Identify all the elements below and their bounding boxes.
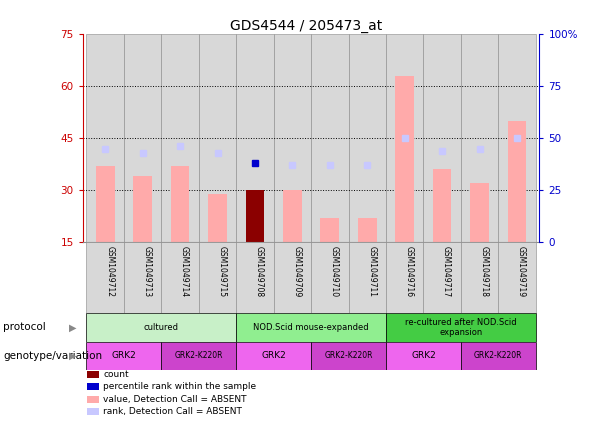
Bar (133, 176, 152, 242)
Text: GSM1049708: GSM1049708 (255, 246, 264, 297)
Bar (424, 242, 461, 313)
Text: GSM1049714: GSM1049714 (180, 246, 189, 297)
Bar (386, 313, 536, 341)
Bar (508, 121, 527, 242)
Text: GRK2: GRK2 (261, 351, 286, 360)
Text: percentile rank within the sample: percentile rank within the sample (104, 382, 256, 391)
Text: value, Detection Call = ABSENT: value, Detection Call = ABSENT (104, 395, 247, 404)
Bar (161, 242, 199, 313)
Bar (96, 166, 115, 242)
Bar (424, 34, 461, 242)
Bar (208, 194, 227, 242)
Text: GRK2-K220R: GRK2-K220R (175, 351, 223, 360)
Bar (87, 371, 99, 378)
Bar (321, 218, 339, 242)
Bar (358, 218, 376, 242)
Bar (273, 242, 311, 313)
Bar (199, 34, 236, 242)
Text: GSM1049715: GSM1049715 (218, 246, 227, 297)
Bar (236, 341, 311, 370)
Text: ▶: ▶ (69, 351, 77, 361)
Bar (199, 242, 236, 313)
Text: GDS4544 / 205473_at: GDS4544 / 205473_at (230, 19, 383, 33)
Bar (86, 341, 161, 370)
Bar (386, 34, 424, 242)
Bar (498, 34, 536, 242)
Bar (461, 34, 498, 242)
Text: ▶: ▶ (69, 322, 77, 332)
Bar (86, 313, 236, 341)
Bar (246, 190, 264, 242)
Bar (461, 341, 536, 370)
Text: GSM1049718: GSM1049718 (479, 246, 489, 297)
Bar (349, 242, 386, 313)
Bar (236, 242, 273, 313)
Text: NOD.Scid mouse-expanded: NOD.Scid mouse-expanded (253, 323, 369, 332)
Text: rank, Detection Call = ABSENT: rank, Detection Call = ABSENT (104, 407, 242, 416)
Text: GSM1049712: GSM1049712 (105, 246, 114, 297)
Text: cultured: cultured (144, 323, 179, 332)
Bar (461, 242, 498, 313)
Text: GSM1049713: GSM1049713 (143, 246, 151, 297)
Text: protocol: protocol (3, 322, 46, 332)
Bar (395, 76, 414, 242)
Bar (161, 34, 199, 242)
Bar (386, 242, 424, 313)
Bar (124, 242, 161, 313)
Bar (433, 170, 451, 242)
Text: GSM1049719: GSM1049719 (517, 246, 526, 297)
Text: GSM1049711: GSM1049711 (367, 246, 376, 297)
Bar (283, 190, 302, 242)
Text: GRK2: GRK2 (411, 351, 436, 360)
Text: GSM1049716: GSM1049716 (405, 246, 414, 297)
Text: re-cultured after NOD.Scid
expansion: re-cultured after NOD.Scid expansion (405, 318, 517, 337)
Bar (311, 242, 349, 313)
Bar (470, 183, 489, 242)
Bar (171, 166, 189, 242)
Bar (386, 341, 461, 370)
Text: genotype/variation: genotype/variation (3, 351, 102, 361)
Bar (311, 341, 386, 370)
Text: GSM1049710: GSM1049710 (330, 246, 339, 297)
Text: GSM1049709: GSM1049709 (292, 246, 302, 297)
Text: GRK2: GRK2 (112, 351, 136, 360)
Text: count: count (104, 370, 129, 379)
Text: GRK2-K220R: GRK2-K220R (324, 351, 373, 360)
Text: GRK2-K220R: GRK2-K220R (474, 351, 522, 360)
Bar (236, 313, 386, 341)
Bar (87, 383, 99, 390)
Bar (236, 34, 273, 242)
Bar (87, 396, 99, 403)
Bar (124, 34, 161, 242)
Bar (86, 242, 124, 313)
Bar (349, 34, 386, 242)
Bar (273, 34, 311, 242)
Bar (311, 34, 349, 242)
Bar (161, 341, 236, 370)
Bar (498, 242, 536, 313)
Bar (87, 408, 99, 415)
Text: GSM1049717: GSM1049717 (442, 246, 451, 297)
Bar (86, 34, 124, 242)
